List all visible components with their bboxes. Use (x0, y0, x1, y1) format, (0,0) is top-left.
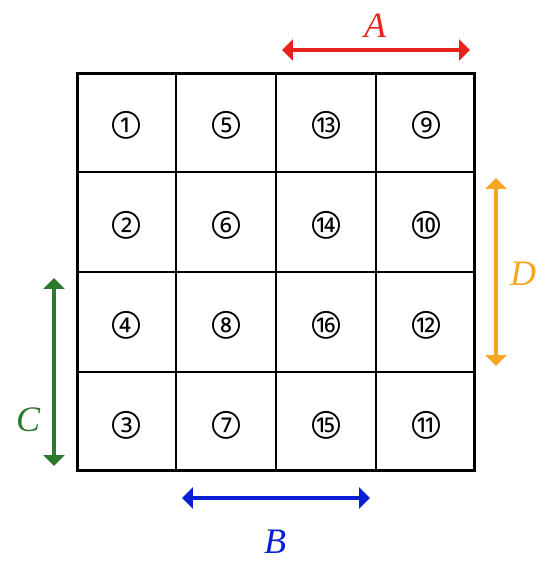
arrow-A-head-left (282, 39, 293, 61)
arrow-D-head-bottom (485, 355, 507, 366)
arrow-A-head-right (459, 39, 470, 61)
grid-cell: ⑬ (276, 72, 376, 172)
arrow-D-head-top (485, 178, 507, 189)
grid-cell: ④ (76, 272, 176, 372)
arrow-B-head-left (182, 487, 193, 509)
label-C: C (16, 398, 40, 440)
arrow-C-head-bottom (43, 455, 65, 466)
grid-cell: ⑫ (376, 272, 476, 372)
grid-cell: ⑪ (376, 372, 476, 472)
grid-cell: ② (76, 172, 176, 272)
grid-cell: ① (76, 72, 176, 172)
grid-cell: ⑥ (176, 172, 276, 272)
arrow-C (52, 289, 56, 455)
grid-cell: ⑭ (276, 172, 376, 272)
arrow-C-head-top (43, 278, 65, 289)
grid-cell: ⑨ (376, 72, 476, 172)
grid-cell: ⑦ (176, 372, 276, 472)
grid-cell: ⑯ (276, 272, 376, 372)
label-B: B (264, 520, 286, 562)
arrow-D (494, 189, 498, 355)
arrow-A (293, 48, 459, 52)
grid-cell: ⑤ (176, 72, 276, 172)
arrow-B (193, 496, 359, 500)
arrow-B-head-right (359, 487, 370, 509)
grid-cell: ⑩ (376, 172, 476, 272)
label-A: A (364, 4, 386, 46)
grid-cell: ⑮ (276, 372, 376, 472)
grid-cell: ⑧ (176, 272, 276, 372)
grid-cell: ③ (76, 372, 176, 472)
label-D: D (510, 252, 536, 294)
